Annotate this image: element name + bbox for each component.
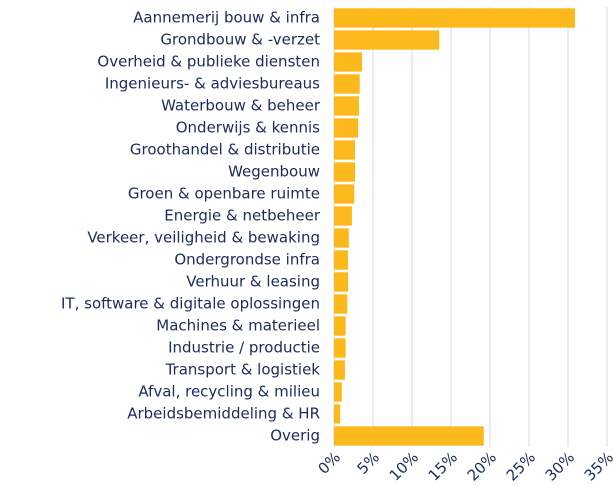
y-tick-label: Verkeer, veiligheid & bewaking — [87, 229, 320, 247]
bar — [334, 338, 346, 358]
y-tick-label: Onderwijs & kennis — [176, 119, 320, 137]
y-tick-label: Groothandel & distributie — [130, 141, 320, 159]
y-tick-label: Grondbouw & -verzet — [160, 31, 320, 49]
x-tick-label: 5% — [353, 448, 383, 478]
x-tick-label: 15% — [425, 448, 461, 484]
bar — [334, 250, 349, 270]
y-tick-label: Energie & netbeheer — [164, 207, 321, 225]
x-tick-label: 0% — [314, 448, 344, 478]
y-tick-label: Aannemerij bouw & infra — [133, 9, 320, 27]
y-tick-label: Ingenieurs- & adviesbureaus — [105, 75, 320, 93]
y-tick-label: Verhuur & leasing — [186, 273, 320, 291]
bar — [334, 404, 341, 424]
y-tick-label: Overheid & publieke diensten — [97, 53, 320, 71]
y-tick-label: Waterbouw & beheer — [161, 97, 321, 115]
bar — [334, 52, 363, 72]
bar — [334, 96, 359, 116]
bar — [334, 294, 348, 314]
x-tick-label: 30% — [542, 448, 578, 484]
y-tick-label: Arbeidsbemiddeling & HR — [127, 405, 320, 423]
x-tick-label: 10% — [386, 448, 422, 484]
x-tick-label: 20% — [464, 448, 500, 484]
y-tick-label: IT, software & digitale oplossingen — [61, 295, 320, 313]
bar — [334, 140, 356, 160]
bar — [334, 272, 349, 292]
bar — [334, 74, 360, 94]
bar — [334, 426, 484, 446]
bar — [334, 118, 359, 138]
x-tick-label: 35% — [581, 448, 614, 484]
bar — [334, 360, 345, 380]
bar — [334, 8, 576, 28]
bar — [334, 162, 356, 182]
y-tick-label: Machines & materieel — [156, 317, 320, 335]
y-tick-label: Afval, recycling & milieu — [138, 383, 320, 401]
bar — [334, 382, 342, 402]
y-tick-label: Ondergrondse infra — [174, 251, 320, 269]
y-tick-label: Wegenbouw — [228, 163, 320, 181]
bar — [334, 316, 346, 336]
y-tick-label: Groen & openbare ruimte — [128, 185, 320, 203]
bar — [334, 30, 440, 50]
y-tick-label: Overig — [270, 427, 320, 445]
y-tick-label: Transport & logistiek — [165, 361, 321, 379]
bar — [334, 228, 349, 248]
x-tick-label: 25% — [503, 448, 539, 484]
bar — [334, 184, 355, 204]
y-tick-label: Industrie / productie — [168, 339, 320, 357]
bar — [334, 206, 352, 226]
